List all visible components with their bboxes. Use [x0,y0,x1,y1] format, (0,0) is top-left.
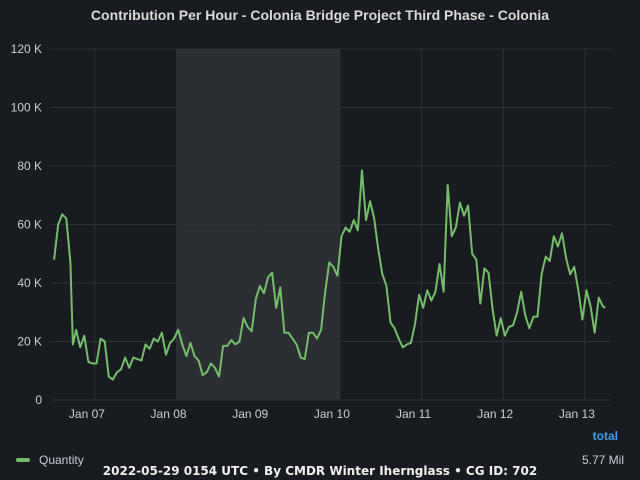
chart-title: Contribution Per Hour - Colonia Bridge P… [90,7,550,23]
y-axis-labels: 0 20 K 40 K 60 K 80 K 100 K 120 K [11,42,43,407]
legend-item-quantity[interactable]: Quantity 5.77 Mil [16,452,624,468]
x-tick-label: Jan 10 [314,407,350,421]
y-tick-label: 0 [35,393,42,407]
y-tick-label: 100 K [11,101,42,115]
x-tick-label: Jan 08 [151,407,187,421]
legend-total-header[interactable]: total [592,429,618,443]
y-tick-label: 40 K [17,276,42,290]
y-tick-label: 120 K [11,42,42,56]
legend-series-name: Quantity [39,453,84,467]
x-tick-label: Jan 07 [69,407,105,421]
legend-series-total: 5.77 Mil [581,453,624,467]
y-tick-label: 60 K [17,218,42,232]
y-tick-label: 80 K [17,159,42,173]
grid [50,48,611,401]
legend-swatch [16,458,30,462]
x-tick-label: Jan 11 [396,407,431,421]
x-tick-label: Jan 13 [559,407,595,421]
x-tick-label: Jan 12 [477,407,513,421]
series-line-quantity [53,169,606,381]
x-axis-labels: Jan 07 Jan 08 Jan 09 Jan 10 Jan 11 Jan 12 Jan … [69,407,595,421]
x-tick-label: Jan 09 [232,407,268,421]
y-tick-label: 20 K [17,335,42,349]
footer-caption: 2022-05-29 0154 UTC • By CMDR Winter Ihe… [102,464,538,478]
